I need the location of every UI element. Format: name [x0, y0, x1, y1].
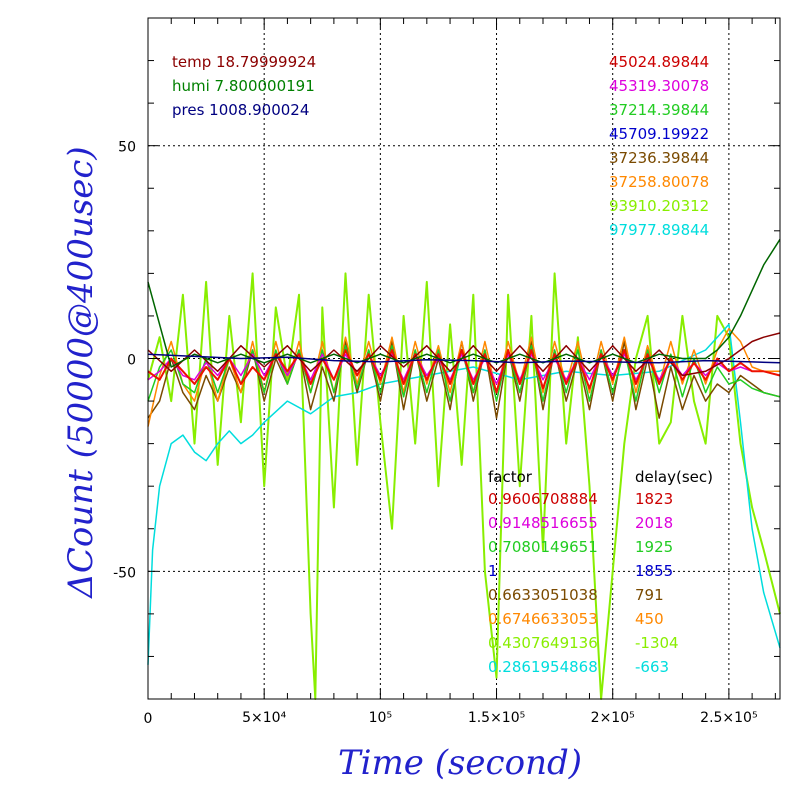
minor-ticks	[148, 18, 780, 699]
table-header-delay: delay(sec)	[635, 468, 713, 486]
series-value-0: 45024.89844	[609, 53, 709, 71]
series-line-3	[147, 327, 780, 427]
env-label-0: temp 18.79999924	[172, 53, 316, 71]
table-delay-3: 1855	[635, 562, 673, 580]
x-tick-label-4: 2×10⁵	[591, 710, 635, 726]
series-value-3: 45709.19922	[609, 125, 709, 143]
table-delay-4: 791	[635, 586, 664, 604]
series-value-5: 37258.80078	[609, 173, 709, 191]
x-tick-label-5: 2.5×10⁵	[700, 710, 757, 726]
series-line-6	[147, 349, 781, 394]
x-tick-label-2: 10⁵	[369, 710, 392, 726]
table-delay-2: 1925	[635, 538, 673, 556]
tick-labels: 0 5×10⁴ 10⁵ 1.5×10⁵ 2×10⁵ 2.5×10⁵ 50 0 -50	[113, 140, 757, 727]
series-value-2: 37214.39844	[609, 101, 709, 119]
x-tick-label-0: 0	[144, 711, 153, 727]
series-layer	[147, 238, 781, 700]
env-label-1: humi 7.800000191	[172, 77, 315, 95]
series-line-9	[147, 353, 781, 364]
series-value-7: 97977.89844	[609, 221, 709, 239]
env-label-2: pres 1008.900024	[172, 101, 309, 119]
legend: temp 18.79999924 humi 7.800000191 pres 100…	[172, 53, 713, 676]
table-factor-6: 0.4307649136	[488, 634, 598, 652]
table-factor-0: 0.9606708884	[488, 490, 598, 508]
table-factor-1: 0.9148516655	[488, 514, 598, 532]
table-delay-6: -1304	[635, 634, 679, 652]
table-delay-7: -663	[635, 658, 669, 676]
table-factor-3: 1	[488, 562, 498, 580]
x-tick-label-1: 5×10⁴	[242, 710, 286, 726]
y-tick-label-1: 0	[127, 353, 136, 369]
series-line-8	[147, 238, 781, 368]
table-factor-5: 0.6746633053	[488, 610, 598, 628]
x-tick-label-3: 1.5×10⁵	[468, 710, 525, 726]
series-value-4: 37236.39844	[609, 149, 709, 167]
series-value-1: 45319.30078	[609, 77, 709, 95]
table-delay-5: 450	[635, 610, 664, 628]
y-tick-label-2: -50	[113, 565, 136, 581]
table-factor-7: 0.2861954868	[488, 658, 598, 676]
y-tick-label-0: 50	[118, 140, 136, 156]
series-line-0	[147, 272, 781, 700]
table-header-factor: factor	[488, 468, 533, 486]
x-axis-title: Time (second)	[338, 743, 582, 783]
table-factor-2: 0.7080149651	[488, 538, 598, 556]
y-axis-title: ΔCount (50000@400usec)	[61, 146, 101, 599]
table-factor-4: 0.6633051038	[488, 586, 598, 604]
series-line-1	[147, 323, 781, 665]
table-delay-0: 1823	[635, 490, 673, 508]
series-value-6: 93910.20312	[609, 197, 709, 215]
table-delay-1: 2018	[635, 514, 673, 532]
